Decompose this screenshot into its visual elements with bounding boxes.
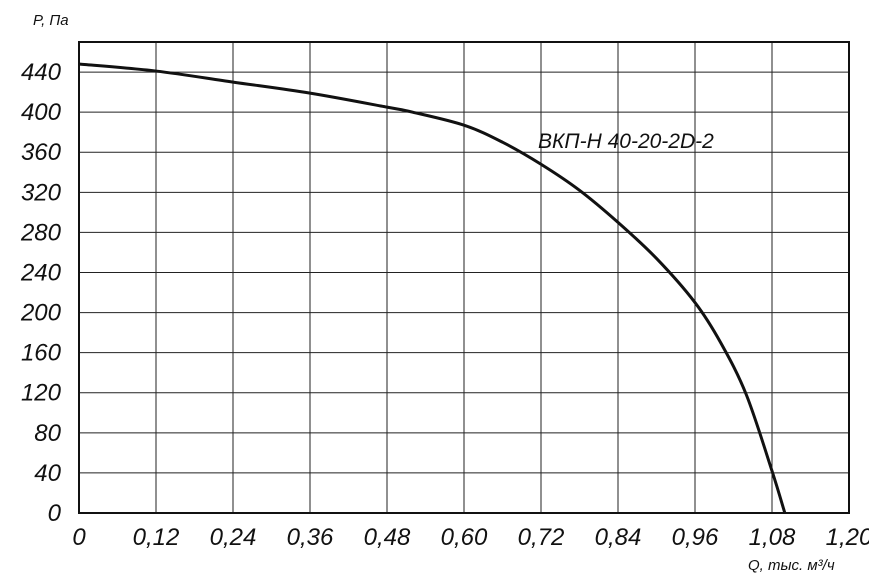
y-tick-label: 240: [20, 259, 62, 286]
y-tick-label: 360: [21, 139, 62, 166]
x-tick-label: 0,84: [595, 524, 642, 551]
x-tick-label: 0,48: [364, 524, 411, 551]
grid-lines: [79, 42, 849, 513]
y-tick-label: 160: [21, 340, 62, 367]
series-label: ВКП-Н 40-20-2D-2: [538, 130, 714, 153]
x-tick-label: 0,60: [441, 524, 488, 551]
x-tick-label: 0: [72, 524, 86, 551]
plot-frame: [78, 41, 850, 514]
x-tick-label: 0,12: [133, 524, 180, 551]
x-tick-label: 0,24: [210, 524, 257, 551]
y-tick-label: 200: [20, 300, 62, 327]
y-tick-label: 400: [21, 99, 62, 126]
y-tick-label: 440: [21, 59, 62, 86]
x-tick-label: 0,72: [518, 524, 565, 551]
y-tick-label: 320: [21, 179, 62, 206]
y-tick-label: 280: [20, 219, 62, 246]
x-tick-label: 0,96: [672, 524, 719, 551]
y-tick-label: 0: [48, 500, 62, 527]
x-axis-label: Q, тыс. м³/ч: [748, 557, 835, 574]
x-tick-label: 1,20: [826, 524, 869, 551]
y-tick-label: 120: [21, 380, 62, 407]
x-tick-labels: 0 0,12 0,24 0,36 0,48 0,60 0,72 0,84 0,96 1,08 1,2…: [72, 524, 869, 551]
x-tick-label: 1,08: [749, 524, 796, 551]
y-tick-label: 80: [34, 420, 61, 447]
y-axis-label: P, Па: [33, 12, 69, 29]
x-tick-label: 0,36: [287, 524, 334, 551]
y-tick-labels: 0 40 80 120 160 200 240 280 320 360 400 440: [20, 59, 62, 527]
series-line: [78, 62, 787, 514]
y-tick-label: 40: [34, 460, 61, 487]
